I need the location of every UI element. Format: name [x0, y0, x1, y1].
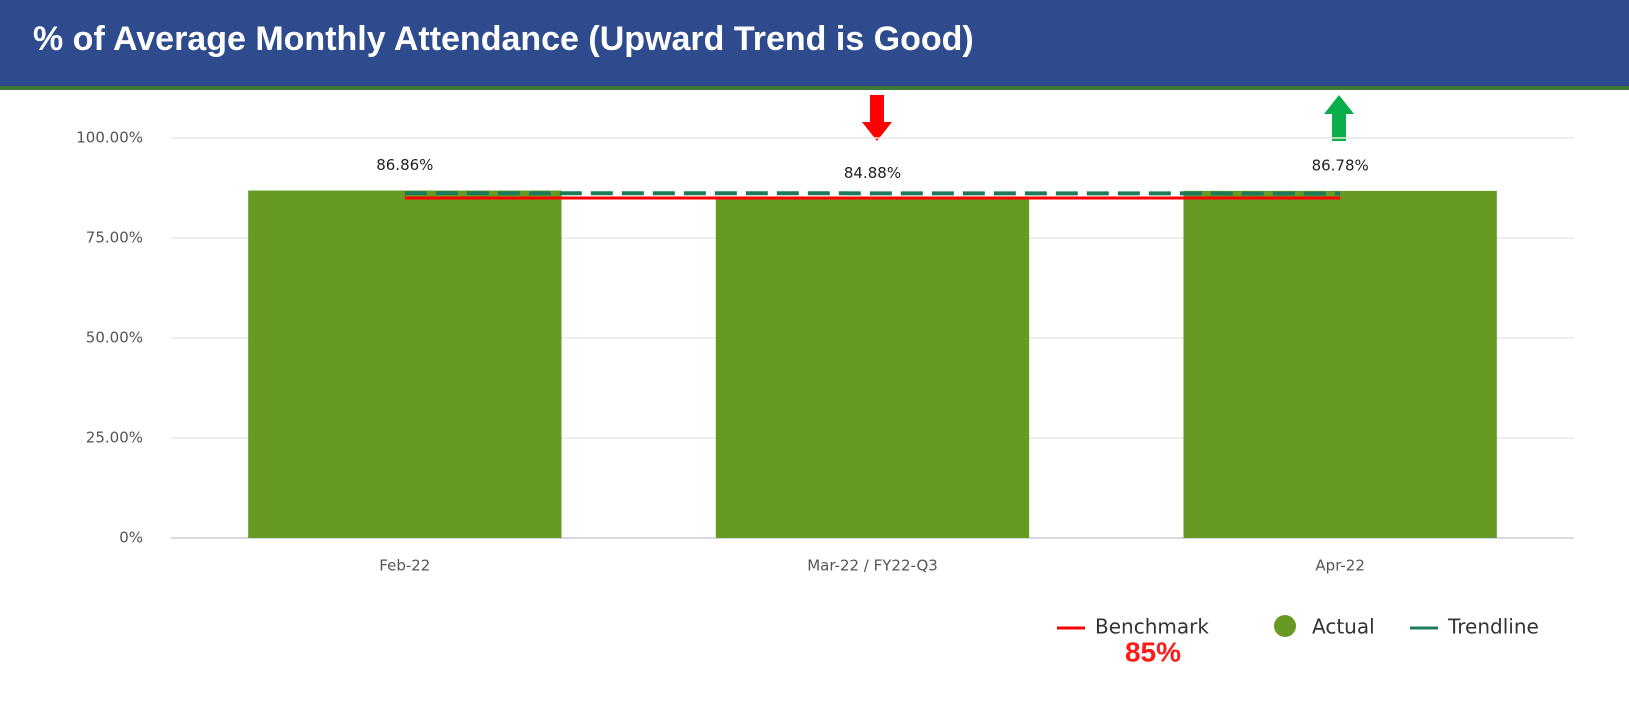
header-bar [0, 0, 1629, 86]
chart-title: % of Average Monthly Attendance (Upward … [33, 20, 974, 58]
legend-label: Benchmark [1095, 615, 1209, 639]
data-label: 84.88% [844, 164, 901, 182]
x-tick-label: Mar-22 / FY22-Q3 [807, 557, 938, 575]
y-tick-label: 75.00% [86, 229, 143, 247]
bar [715, 198, 1030, 539]
legend-marker [1274, 615, 1296, 637]
up-arrow [1324, 95, 1354, 141]
legend-label: Trendline [1447, 615, 1539, 639]
benchmark-annotation: 85% [1125, 636, 1181, 667]
down-arrow [862, 95, 892, 141]
y-tick-label: 25.00% [86, 429, 143, 447]
data-label: 86.78% [1312, 156, 1369, 174]
header-stripe [0, 86, 1629, 90]
y-tick-label: 100.00% [76, 129, 143, 147]
y-tick-label: 0% [119, 529, 143, 547]
y-tick-label: 50.00% [86, 329, 143, 347]
bar [1183, 190, 1497, 538]
data-label: 86.86% [376, 156, 433, 174]
x-tick-label: Apr-22 [1315, 557, 1365, 575]
x-tick-label: Feb-22 [379, 557, 430, 575]
bar [248, 190, 562, 538]
legend-label: Actual [1312, 615, 1375, 639]
